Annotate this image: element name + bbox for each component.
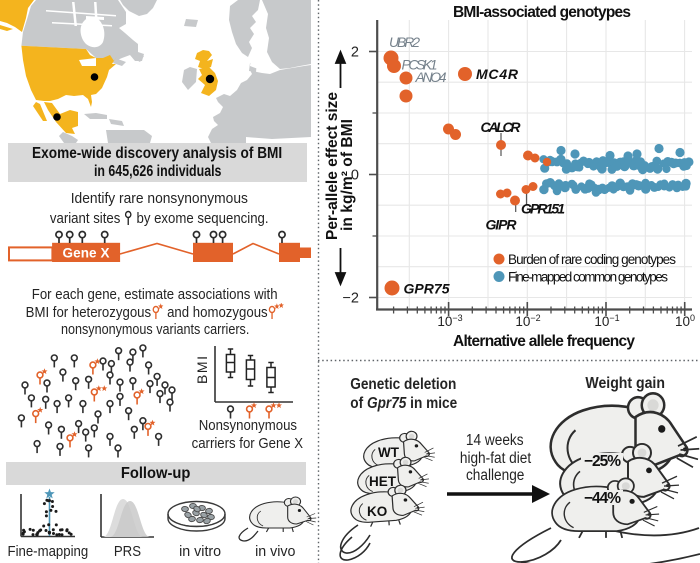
svg-text:PCSK1: PCSK1	[402, 57, 438, 73]
svg-text:−25%: −25%	[584, 453, 621, 470]
svg-text:Burden of rare coding genotype: Burden of rare coding genotypes	[508, 252, 676, 267]
svg-text:2: 2	[351, 45, 359, 61]
svg-text:CALCR: CALCR	[481, 119, 522, 135]
svg-text:UBR2: UBR2	[389, 34, 420, 50]
svg-text:Per-allele effect size: Per-allele effect size	[324, 92, 341, 240]
svg-text:Alternative allele frequency: Alternative allele frequency	[453, 333, 635, 350]
svg-text:ANO4: ANO4	[415, 69, 447, 85]
svg-text:MC4R: MC4R	[476, 66, 519, 82]
svg-text:10−1: 10−1	[594, 313, 619, 329]
svg-text:Gene X: Gene X	[63, 246, 110, 261]
svg-text:0: 0	[351, 168, 359, 184]
svg-text:−2: −2	[342, 291, 359, 307]
svg-text:BMI: BMI	[195, 356, 210, 384]
svg-text:WT: WT	[378, 445, 400, 460]
svg-text:GPR75: GPR75	[404, 281, 450, 297]
svg-text:10−2: 10−2	[515, 313, 540, 329]
svg-text:−44%: −44%	[584, 490, 621, 507]
svg-text:HET: HET	[369, 474, 397, 489]
svg-text:KO: KO	[367, 504, 387, 519]
svg-text:GIPR: GIPR	[486, 217, 518, 233]
svg-text:Fine-mapped common genotypes: Fine-mapped common genotypes	[508, 270, 668, 285]
svg-text:in kg/m² of BMI: in kg/m² of BMI	[339, 119, 356, 231]
svg-text:10−3: 10−3	[437, 313, 462, 329]
svg-text:BMI-associated genotypes: BMI-associated genotypes	[453, 4, 631, 21]
svg-text:100: 100	[675, 313, 695, 329]
svg-text:GPR151: GPR151	[521, 201, 565, 217]
